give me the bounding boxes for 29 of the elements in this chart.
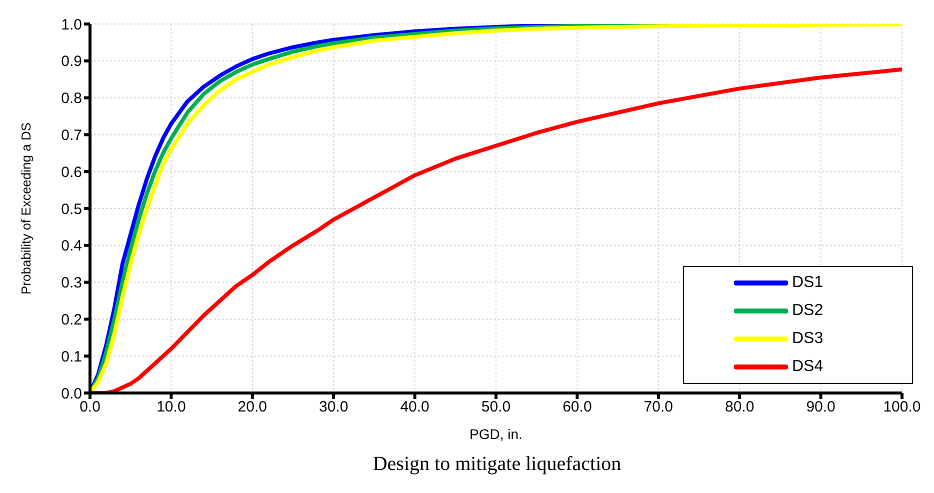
- x-tick-label: 10.0: [156, 398, 186, 416]
- y-tick-label: 0.0: [61, 385, 82, 402]
- x-tick-label: 100.0: [883, 398, 921, 416]
- x-tick-label: 40.0: [400, 398, 430, 416]
- y-tick-label: 0.2: [61, 312, 82, 329]
- legend-label: DS1: [792, 274, 824, 292]
- y-tick-label: 0.1: [61, 348, 82, 366]
- x-tick-label: 0.0: [80, 398, 100, 416]
- y-tick-label: 0.6: [61, 164, 82, 181]
- legend-label: DS3: [792, 330, 824, 348]
- x-tick-label: 20.0: [238, 398, 267, 416]
- y-tick-label: 0.4: [61, 238, 82, 255]
- x-axis-title: PGD, in.: [470, 426, 522, 442]
- y-tick-label: 0.9: [61, 53, 82, 70]
- x-tick-label: 90.0: [806, 398, 836, 416]
- y-tick-label: 0.5: [61, 200, 82, 218]
- y-tick-label: 0.7: [61, 127, 82, 144]
- y-tick-label: 1.0: [61, 16, 82, 34]
- y-tick-label: 0.3: [61, 274, 82, 292]
- y-tick-label: 0.8: [61, 90, 82, 108]
- x-tick-label: 70.0: [644, 398, 673, 416]
- legend-label: DS2: [792, 302, 824, 320]
- y-axis-title: Probability of Exceeding a DS: [18, 122, 34, 294]
- x-tick-label: 50.0: [481, 398, 511, 416]
- x-tick-label: 30.0: [319, 398, 348, 416]
- x-tick-label: 80.0: [725, 398, 754, 416]
- text: Design to mitigate liquefaction: [372, 453, 622, 476]
- x-tick-label: 60.0: [562, 398, 592, 416]
- legend-label: DS4: [792, 358, 824, 376]
